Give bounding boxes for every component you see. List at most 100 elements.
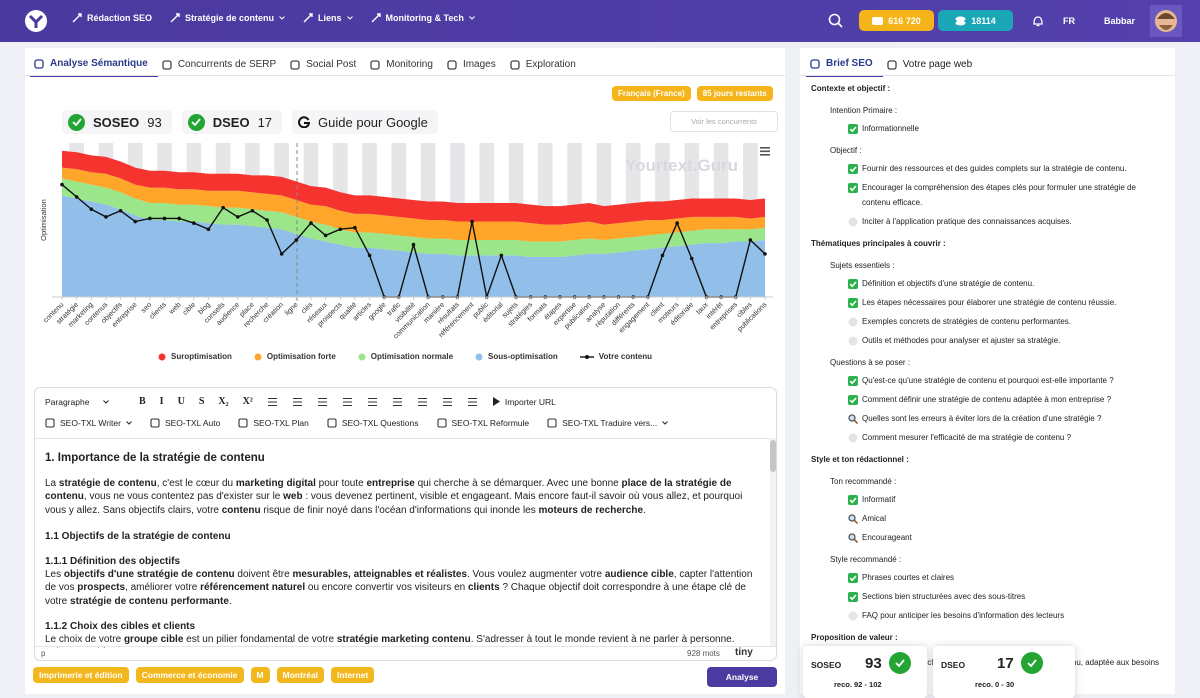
brief-section-title: Thématiques principales à couvrir : bbox=[811, 239, 946, 248]
scroll-thumb[interactable] bbox=[770, 440, 776, 472]
seo-tool[interactable]: SEO-TXL Writer bbox=[45, 418, 132, 428]
toolbar-row: Paragraphe B I U S X₂ X² Importer URL bbox=[45, 396, 556, 407]
legend-item[interactable]: Suroptimisation bbox=[158, 352, 232, 361]
text-run: . bbox=[643, 504, 646, 516]
legend-item[interactable]: Optimisation normale bbox=[358, 352, 453, 361]
content-point bbox=[89, 207, 94, 212]
bold-run: entreprise bbox=[366, 478, 415, 490]
x-tick-label: web bbox=[166, 300, 182, 316]
brief-item: Informatif bbox=[848, 492, 1166, 507]
chart-menu-bar bbox=[760, 154, 770, 156]
tab[interactable]: Images bbox=[443, 55, 506, 77]
seo-tool[interactable]: SEO-TXL Plan bbox=[238, 418, 309, 428]
legend-item[interactable]: Optimisation forte bbox=[254, 352, 336, 361]
editor-content[interactable]: 1. Importance de la stratégie de contenu… bbox=[45, 450, 757, 648]
tag[interactable]: Imprimerie et édition bbox=[33, 667, 129, 683]
google-icon-part bbox=[298, 116, 311, 128]
seo-tool-label: SEO-TXL Traduire vers... bbox=[562, 418, 658, 428]
seo-tool[interactable]: SEO-TXL Questions bbox=[327, 418, 419, 428]
format-button[interactable]: X² bbox=[242, 396, 253, 407]
top-bar: Rédaction SEO Stratégie de contenu Liens Mo… bbox=[0, 0, 1200, 42]
nav-item[interactable]: Rédaction SEO bbox=[72, 13, 152, 23]
toolbar-icon[interactable] bbox=[417, 397, 428, 407]
nav-label: Stratégie de contenu bbox=[185, 13, 275, 23]
language-select[interactable]: FR bbox=[1063, 16, 1075, 26]
content-point bbox=[675, 221, 679, 225]
icon-part bbox=[510, 59, 520, 70]
tab[interactable]: Concurrents de SERP bbox=[158, 55, 286, 77]
toolbar-icon[interactable] bbox=[367, 397, 378, 407]
element-path: p bbox=[41, 649, 46, 658]
tab[interactable]: Votre page web bbox=[883, 55, 983, 77]
toolbar-icon[interactable] bbox=[467, 397, 478, 407]
search-icon[interactable] bbox=[828, 13, 844, 29]
format-select[interactable]: Paragraphe bbox=[45, 397, 125, 407]
tokens-icon bbox=[955, 16, 966, 25]
format-button[interactable]: B bbox=[139, 396, 146, 407]
analyse-button[interactable]: Analyse bbox=[707, 667, 777, 687]
score-card-value: 17 bbox=[997, 655, 1014, 672]
area-band bbox=[62, 167, 765, 242]
nav-item[interactable]: Monitoring & Tech bbox=[371, 13, 475, 23]
editor-p: Le choix de votre groupe cible est un pi… bbox=[45, 633, 757, 648]
brief-item: Comment mesurer l'efficacité de ma strat… bbox=[848, 430, 1166, 445]
brief-item-text: Outils et méthodes pour analyser et ajus… bbox=[862, 336, 1061, 345]
score-card-ok bbox=[889, 652, 911, 674]
tag[interactable]: Commerce et économie bbox=[135, 667, 244, 683]
text-run: 1.1.2 Choix des cibles et clients bbox=[45, 620, 196, 632]
tag[interactable]: Internet bbox=[331, 667, 375, 683]
score-card-reco: reco. 92 - 102 bbox=[834, 680, 882, 689]
nav-item[interactable]: Liens bbox=[303, 13, 353, 23]
tab[interactable]: Brief SEO bbox=[806, 55, 883, 77]
seo-tool[interactable]: SEO-TXL Traduire vers... bbox=[547, 418, 669, 428]
chart-menu[interactable] bbox=[760, 147, 770, 156]
tab[interactable]: Exploration bbox=[506, 55, 586, 77]
tab[interactable]: Analyse Sémantique bbox=[30, 55, 158, 77]
seo-tool-label: SEO-TXL Plan bbox=[253, 418, 309, 428]
tag[interactable]: Montréal bbox=[276, 667, 325, 683]
brief-item: Comment définir une stratégie de contenu… bbox=[848, 392, 1166, 407]
brief-item: Fournir des ressources et des guides com… bbox=[848, 161, 1166, 176]
toolbar-icon[interactable] bbox=[317, 397, 328, 407]
tab[interactable]: Monitoring bbox=[366, 55, 443, 77]
content-point bbox=[177, 216, 181, 221]
bold-run: objectifs d'une stratégie de contenu bbox=[63, 569, 235, 581]
toolbar-icon[interactable] bbox=[392, 397, 403, 407]
toolbar-icon[interactable] bbox=[342, 397, 353, 407]
logo[interactable] bbox=[24, 9, 48, 33]
format-button[interactable]: S bbox=[198, 396, 205, 407]
toolbar-icon[interactable] bbox=[442, 397, 453, 407]
brief-section-title: Contexte et objectif : bbox=[811, 84, 891, 93]
seo-tool[interactable]: SEO-TXL Reformule bbox=[436, 418, 529, 428]
check-box bbox=[848, 164, 858, 174]
legend-symbol bbox=[254, 353, 262, 360]
toolbar-icon[interactable] bbox=[292, 397, 303, 407]
legend-symbol bbox=[358, 353, 366, 360]
guide-chip[interactable]: Guide pour Google bbox=[292, 110, 438, 134]
import-url[interactable]: Importer URL bbox=[492, 397, 556, 407]
legend-dot bbox=[584, 354, 589, 359]
legend-item[interactable]: Sous-optimisation bbox=[475, 352, 558, 361]
user-menu[interactable]: Babbar bbox=[1104, 16, 1136, 26]
legend-symbol bbox=[475, 353, 483, 360]
format-button[interactable]: U bbox=[177, 396, 185, 407]
bell-icon[interactable] bbox=[1032, 14, 1044, 28]
format-button[interactable]: I bbox=[159, 396, 164, 407]
bold-run: stratégie de contenu performante bbox=[70, 595, 229, 607]
tick bbox=[71, 118, 82, 126]
content-point bbox=[353, 225, 357, 230]
bold-run: moteurs de recherche bbox=[538, 504, 644, 516]
brief-section: Contexte et objectif : Intention Primaire… bbox=[811, 84, 1166, 229]
format-button[interactable]: X₂ bbox=[218, 396, 229, 407]
competitors-select[interactable]: Voir les concurrents bbox=[670, 111, 778, 132]
toolbar-icon[interactable] bbox=[267, 397, 278, 407]
credits-badge[interactable]: 616 720 bbox=[859, 10, 934, 31]
nav-item[interactable]: Stratégie de contenu bbox=[170, 13, 285, 23]
tokens-badge[interactable]: 18114 bbox=[938, 10, 1013, 31]
chevron bbox=[346, 16, 353, 20]
legend-item[interactable]: Votre contenu bbox=[579, 352, 652, 361]
tag[interactable]: M bbox=[250, 667, 270, 683]
tab[interactable]: Social Post bbox=[286, 55, 366, 77]
avatar[interactable] bbox=[1150, 5, 1182, 37]
seo-tool[interactable]: SEO-TXL Auto bbox=[150, 418, 220, 428]
